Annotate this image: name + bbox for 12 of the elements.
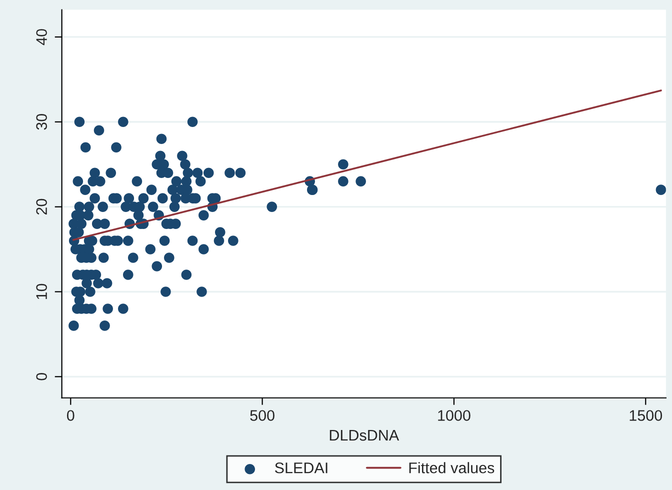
y-tick-label: 40 bbox=[36, 29, 47, 46]
legend-label: Fitted values bbox=[409, 462, 494, 474]
x-tick-label: 1500 bbox=[630, 410, 662, 421]
x-tick-label: 1000 bbox=[438, 410, 470, 421]
x-tick-label: 500 bbox=[250, 410, 274, 421]
y-tick-label: 30 bbox=[36, 114, 47, 130]
x-axis-title: DLDsDNA bbox=[330, 430, 400, 441]
legend-label: SLEDAI bbox=[275, 462, 328, 474]
y-tick-label: 10 bbox=[36, 284, 47, 300]
y-tick-label: 0 bbox=[36, 373, 47, 380]
y-tick-label: 20 bbox=[36, 198, 47, 215]
x-tick-label: 0 bbox=[66, 410, 74, 421]
